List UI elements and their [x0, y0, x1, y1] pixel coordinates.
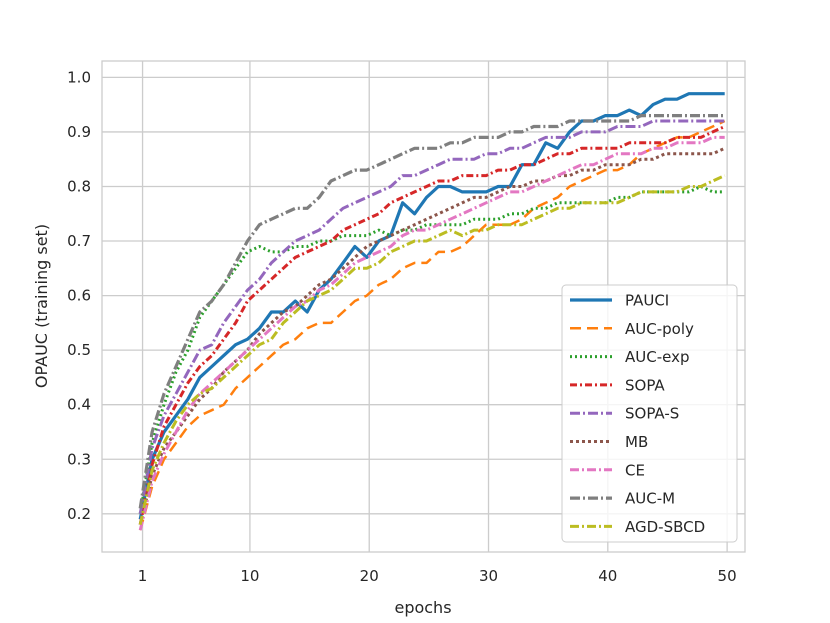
series-line-auc-m: [138, 113, 725, 509]
series-line-ce: [138, 135, 725, 531]
x-tick-label: 40: [598, 567, 617, 585]
y-tick-label: 0.2: [67, 505, 91, 523]
legend-box: [561, 284, 738, 543]
y-tick-label: 0.8: [67, 177, 91, 195]
x-tick-label: 1: [138, 567, 148, 585]
y-axis-label: OPAUC (training set): [32, 224, 51, 388]
legend-label: AUC-exp: [625, 348, 690, 366]
legend-label: AUC-M: [625, 490, 675, 508]
legend-label: CE: [625, 461, 645, 479]
y-tick-label: 1.0: [67, 68, 91, 86]
x-tick-label: 30: [479, 567, 498, 585]
legend-label: SOPA: [625, 376, 665, 394]
legend: PAUCI AUC-poly AUC-exp SOPA SOPA-S MB CE AUC-M A…: [561, 284, 738, 543]
x-tick-label: 10: [240, 567, 259, 585]
y-tick-label: 0.5: [67, 341, 91, 359]
y-tick-label: 0.9: [67, 123, 91, 141]
x-tick-label: 20: [360, 567, 379, 585]
x-axis-ticks: 1 10 20 30 40 50: [138, 567, 737, 585]
series-line-agd-sbcd: [138, 174, 726, 526]
series-line-sopa: [138, 125, 726, 525]
legend-label: PAUCI: [625, 292, 669, 310]
y-tick-label: 0.3: [67, 450, 91, 468]
series-lines: [138, 92, 726, 531]
legend-label: AGD-SBCD: [625, 518, 705, 536]
legend-label: AUC-poly: [625, 320, 694, 338]
series-line-auc-poly: [138, 119, 726, 531]
x-tick-label: 50: [718, 567, 737, 585]
series-line-pauci: [138, 92, 725, 520]
series-line-sopa-s: [138, 119, 725, 515]
legend-label: SOPA-S: [625, 405, 679, 423]
y-tick-label: 0.6: [67, 287, 91, 305]
x-axis-label: epochs: [394, 598, 451, 617]
y-axis-ticks: 0.2 0.3 0.4 0.5 0.6 0.7 0.8 0.9 1.0: [67, 68, 91, 522]
series-line-auc-exp: [138, 185, 725, 515]
y-tick-label: 0.4: [67, 396, 91, 414]
legend-label: MB: [625, 433, 648, 451]
y-tick-label: 0.7: [67, 232, 91, 250]
